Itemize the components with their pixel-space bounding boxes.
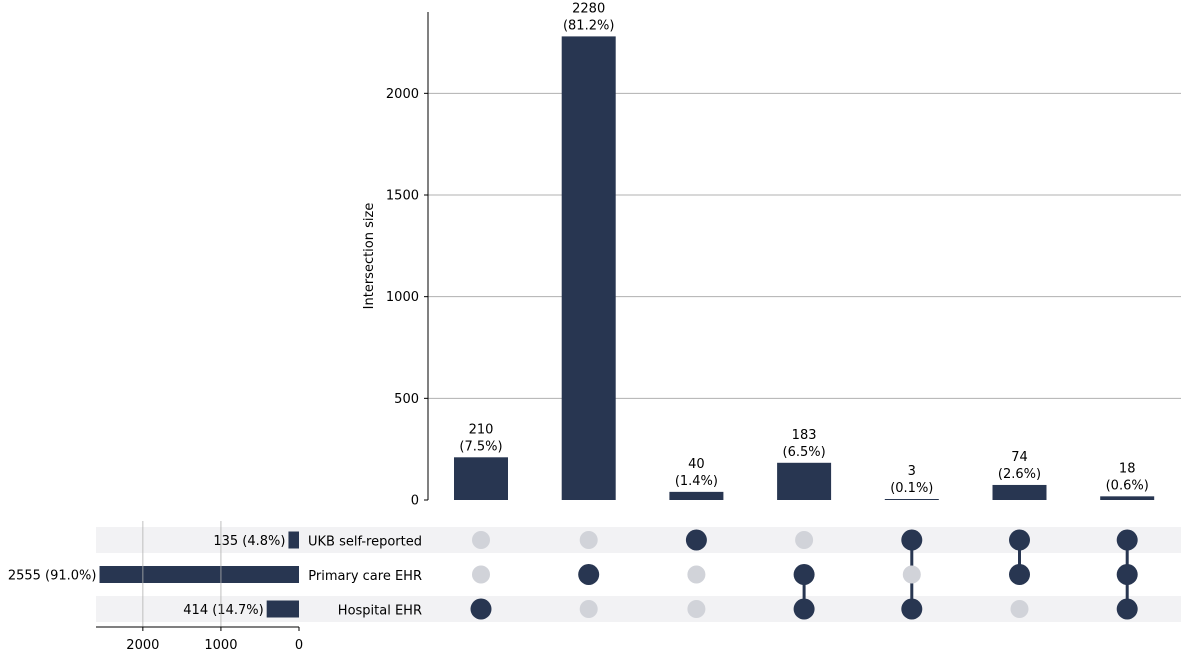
matrix-dot-active	[1116, 564, 1138, 585]
matrix-dot-active	[1009, 564, 1030, 585]
y-tick-label: 1500	[386, 189, 419, 204]
set-name-label: Primary care EHR	[308, 569, 422, 584]
matrix-dot-active	[1009, 529, 1030, 551]
y-tick-label: 0	[411, 494, 419, 509]
matrix-dot-active	[901, 598, 923, 620]
bar-percent-label: (0.1%)	[890, 481, 933, 496]
matrix-dot-inactive	[687, 600, 706, 618]
bar-count-label: 183	[792, 428, 817, 443]
row-shade	[96, 527, 1181, 553]
matrix-dot-inactive	[1010, 600, 1029, 618]
matrix-dot-active	[1116, 598, 1138, 620]
y-axis-label: Intersection size	[362, 203, 377, 310]
intersection-bar	[1100, 496, 1155, 500]
matrix-dot-inactive	[472, 565, 490, 584]
set-size-bar	[266, 600, 299, 618]
bar-count-label: 210	[469, 422, 494, 437]
set-name-label: Hospital EHR	[338, 604, 422, 619]
matrix-dot-active	[901, 529, 923, 551]
bar-count-label: 2280	[572, 1, 605, 16]
bar-percent-label: (7.5%)	[459, 439, 502, 454]
bar-count-label: 3	[908, 464, 916, 479]
set-size-tick-label: 1000	[204, 638, 237, 651]
y-tick-label: 2000	[386, 87, 419, 102]
set-size-label: 414 (14.7%)	[183, 603, 263, 618]
bar-count-label: 18	[1119, 461, 1136, 476]
set-size-bar	[288, 531, 299, 549]
matrix-dot-inactive	[902, 565, 921, 584]
intersection-bar	[561, 36, 616, 501]
matrix-dot-inactive	[579, 531, 598, 549]
bar-percent-label: (6.5%)	[783, 445, 826, 460]
set-size-label: 2555 (91.0%)	[8, 569, 97, 584]
intersection-bar	[884, 499, 939, 500]
bar-percent-label: (81.2%)	[563, 18, 614, 33]
matrix-dot-inactive	[795, 531, 814, 549]
bar-percent-label: (0.6%)	[1106, 478, 1149, 493]
matrix-dot-inactive	[472, 531, 490, 549]
bar-percent-label: (1.4%)	[675, 474, 718, 489]
matrix-dot-active	[793, 598, 815, 620]
intersection-bar	[992, 484, 1047, 500]
matrix-dot-active	[685, 529, 707, 551]
bar-count-label: 74	[1011, 450, 1028, 465]
matrix-dot-inactive	[687, 565, 706, 584]
matrix-dot-inactive	[579, 600, 598, 618]
set-size-bar	[99, 566, 299, 583]
intersection-bar	[669, 491, 724, 500]
matrix-dot-active	[793, 564, 815, 585]
matrix-dot-active	[470, 598, 492, 620]
matrix-dot-active	[1116, 529, 1138, 551]
bar-percent-label: (2.6%)	[998, 467, 1041, 482]
matrix-dot-active	[578, 564, 600, 585]
y-tick-label: 500	[394, 392, 419, 407]
set-size-label: 135 (4.8%)	[213, 534, 285, 549]
intersection-bar	[777, 462, 832, 500]
y-tick-label: 1000	[386, 290, 419, 305]
set-name-label: UKB self-reported	[308, 535, 422, 550]
set-size-tick-label: 2000	[126, 638, 159, 651]
intersection-bar	[454, 457, 508, 500]
set-size-tick-label: 0	[295, 638, 303, 651]
bar-count-label: 40	[688, 457, 705, 472]
